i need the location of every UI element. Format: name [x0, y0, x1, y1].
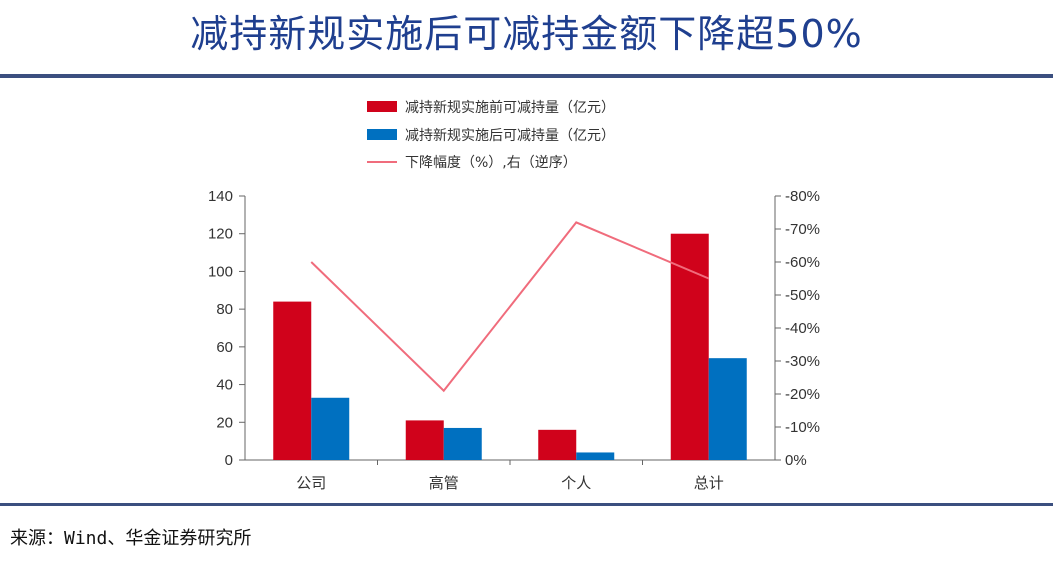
left-tick-label: 20 [216, 414, 233, 431]
category-label: 个人 [561, 474, 591, 492]
title-divider [0, 74, 1053, 78]
bar-after [443, 427, 482, 460]
bar-before [538, 429, 577, 460]
right-tick-label: -20% [785, 386, 820, 403]
footer-divider [0, 503, 1053, 506]
left-tick-label: 80 [216, 301, 233, 318]
bar-before [670, 233, 709, 460]
legend-swatch-2 [367, 129, 397, 140]
left-tick-label: 40 [216, 377, 233, 394]
left-tick-label: 60 [216, 339, 233, 356]
category-label: 高管 [429, 474, 459, 492]
legend-label-3: 下降幅度（%）,右（逆序） [405, 155, 577, 171]
page-title: 减持新规实施后可减持金额下降超50% [190, 12, 863, 56]
chart: 减持新规实施前可减持量（亿元） 减持新规实施后可减持量（亿元） 下降幅度（%）,右（… [208, 99, 820, 492]
right-tick-label: -30% [785, 353, 820, 370]
right-tick-label: -10% [785, 419, 820, 436]
left-tick-label: 140 [208, 188, 233, 205]
bar-after [576, 452, 615, 460]
bar-before [405, 420, 444, 460]
legend-label-2: 减持新规实施后可减持量（亿元） [405, 128, 615, 144]
legend-label-1: 减持新规实施前可减持量（亿元） [405, 99, 615, 116]
legend-swatch-1 [367, 101, 397, 112]
bar-before [273, 301, 312, 460]
right-tick-label: 0% [785, 452, 807, 469]
source-note: 来源：Wind、华金证券研究所 [10, 528, 252, 549]
right-tick-label: -80% [785, 188, 820, 205]
decline-line [310, 221, 710, 393]
right-tick-label: -70% [785, 221, 820, 238]
right-tick-label: -50% [785, 287, 820, 304]
bar-after [708, 358, 747, 460]
category-label: 公司 [296, 474, 326, 492]
right-tick-label: -60% [785, 254, 820, 271]
bar-after [311, 397, 350, 460]
left-tick-label: 120 [208, 226, 233, 243]
category-label: 总计 [694, 474, 724, 492]
left-tick-label: 100 [208, 263, 233, 280]
right-tick-label: -40% [785, 320, 820, 337]
left-tick-label: 0 [225, 452, 233, 469]
